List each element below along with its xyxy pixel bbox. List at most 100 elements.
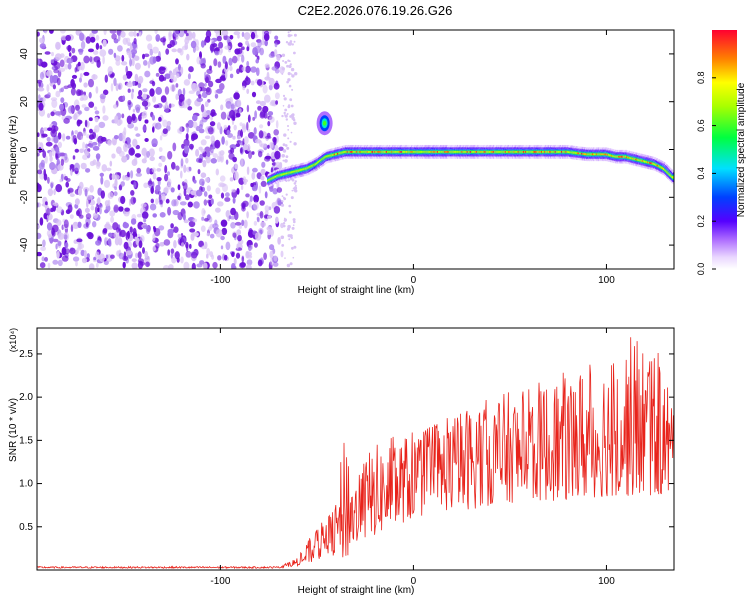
noise-speckle <box>129 58 133 67</box>
noise-speckle <box>83 55 90 64</box>
noise-speckle <box>192 114 198 122</box>
noise-speckle <box>52 202 59 207</box>
noise-speckle <box>42 150 47 158</box>
noise-speckle <box>166 120 172 127</box>
noise-speckle <box>94 110 100 115</box>
noise-speckle <box>274 42 278 48</box>
noise-speckle <box>208 194 213 199</box>
noise-speckle <box>244 77 251 86</box>
noise-speckle <box>120 181 125 187</box>
noise-speckle <box>129 44 133 51</box>
noise-speckle <box>181 143 185 149</box>
noise-speckle <box>196 97 203 103</box>
noise-speckle <box>233 31 241 36</box>
noise-speckle <box>103 179 111 188</box>
noise-speckle <box>259 47 265 56</box>
noise-speckle <box>225 71 228 80</box>
noise-speckle <box>131 258 137 263</box>
noise-speckle <box>48 234 52 239</box>
noise-speckle <box>233 92 240 100</box>
noise-speckle <box>177 184 181 191</box>
noise-speckle <box>133 37 137 45</box>
noise-speckle <box>51 230 56 237</box>
noise-speckle <box>79 181 84 190</box>
noise-speckle <box>113 191 118 197</box>
noise-speckle <box>220 74 227 82</box>
noise-speckle <box>37 132 40 137</box>
noise-speckle <box>80 162 87 170</box>
noise-speckle <box>260 168 266 176</box>
noise-speckle <box>287 129 290 131</box>
noise-speckle <box>229 177 234 182</box>
noise-speckle <box>254 110 257 119</box>
noise-speckle <box>188 220 196 228</box>
noise-speckle <box>58 67 66 72</box>
noise-speckle <box>144 250 149 259</box>
noise-speckle <box>246 211 249 219</box>
noise-speckle <box>109 173 113 181</box>
noise-speckle <box>54 111 62 116</box>
noise-speckle <box>232 55 238 64</box>
noise-speckle <box>134 73 139 82</box>
noise-speckle <box>105 221 110 226</box>
noise-speckle <box>118 84 121 90</box>
noise-speckle <box>131 159 138 166</box>
noise-speckle <box>216 35 222 42</box>
noise-speckle <box>47 127 53 131</box>
noise-speckle <box>250 66 257 73</box>
noise-speckle <box>44 51 51 55</box>
noise-speckle <box>57 240 62 246</box>
noise-speckle <box>65 135 71 140</box>
noise-speckle <box>213 58 218 67</box>
spectrogram-plot-area <box>37 30 674 269</box>
noise-speckle <box>231 103 235 112</box>
noise-speckle <box>224 45 231 50</box>
noise-speckle <box>93 128 98 133</box>
noise-speckle <box>291 178 295 182</box>
noise-speckle <box>228 57 233 66</box>
noise-speckle <box>273 82 280 90</box>
noise-speckle <box>198 158 203 163</box>
noise-speckle <box>214 93 219 99</box>
noise-speckle <box>247 132 255 139</box>
noise-speckle <box>246 88 250 95</box>
noise-speckle <box>102 39 107 47</box>
noise-speckle <box>293 142 297 146</box>
noise-speckle <box>183 164 187 173</box>
noise-speckle <box>258 185 262 194</box>
noise-speckle <box>171 75 177 83</box>
noise-speckle <box>123 241 129 250</box>
noise-speckle <box>89 128 93 134</box>
noise-speckle <box>67 105 74 114</box>
noise-speckle <box>72 256 80 262</box>
noise-speckle <box>180 256 184 264</box>
noise-speckle <box>280 203 285 207</box>
noise-speckle <box>257 40 262 48</box>
noise-speckle <box>263 252 267 260</box>
noise-speckle <box>79 73 83 78</box>
noise-speckle <box>219 156 223 161</box>
noise-speckle <box>122 261 126 269</box>
noise-speckle <box>91 30 98 34</box>
noise-speckle <box>140 203 147 208</box>
noise-speckle <box>123 143 128 153</box>
noise-speckle <box>135 172 142 177</box>
noise-speckle <box>220 104 224 111</box>
noise-speckle <box>49 162 56 170</box>
noise-speckle <box>203 199 208 206</box>
noise-speckle <box>155 86 162 95</box>
noise-speckle <box>218 182 225 188</box>
noise-speckle <box>286 263 291 268</box>
noise-speckle <box>197 169 201 175</box>
noise-speckle <box>250 182 254 188</box>
noise-speckle <box>192 218 198 223</box>
noise-speckle <box>122 95 126 101</box>
noise-speckle <box>133 181 137 189</box>
noise-speckle <box>253 127 257 135</box>
noise-speckle <box>64 176 68 181</box>
noise-speckle <box>210 198 214 205</box>
noise-speckle <box>286 146 290 150</box>
noise-speckle <box>118 206 124 212</box>
noise-speckle <box>237 42 243 48</box>
noise-speckle <box>173 30 179 38</box>
